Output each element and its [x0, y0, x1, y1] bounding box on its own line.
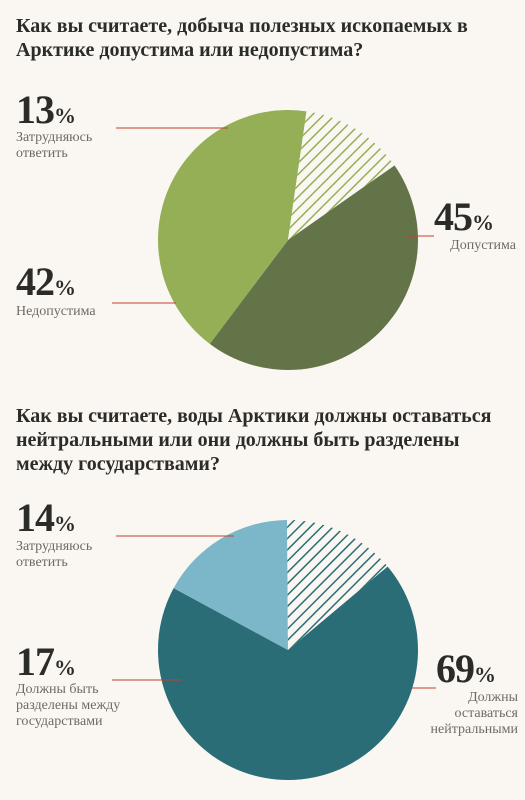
chart2-slice-2-pct: 14%: [16, 494, 76, 541]
chart2-slice-2-leader: [0, 0, 525, 800]
pct-value: 14: [16, 495, 54, 540]
pct-symbol: %: [54, 511, 76, 536]
chart2-slice-2-label: Затрудняюсь ответить: [16, 539, 116, 571]
